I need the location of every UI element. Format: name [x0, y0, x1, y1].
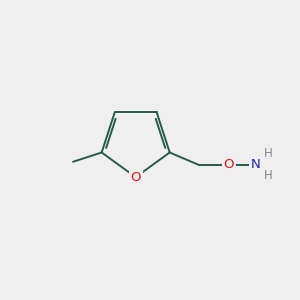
Text: O: O — [224, 158, 234, 171]
Text: O: O — [130, 171, 141, 184]
Text: H: H — [263, 169, 272, 182]
Text: N: N — [251, 158, 261, 171]
Text: H: H — [263, 148, 272, 160]
